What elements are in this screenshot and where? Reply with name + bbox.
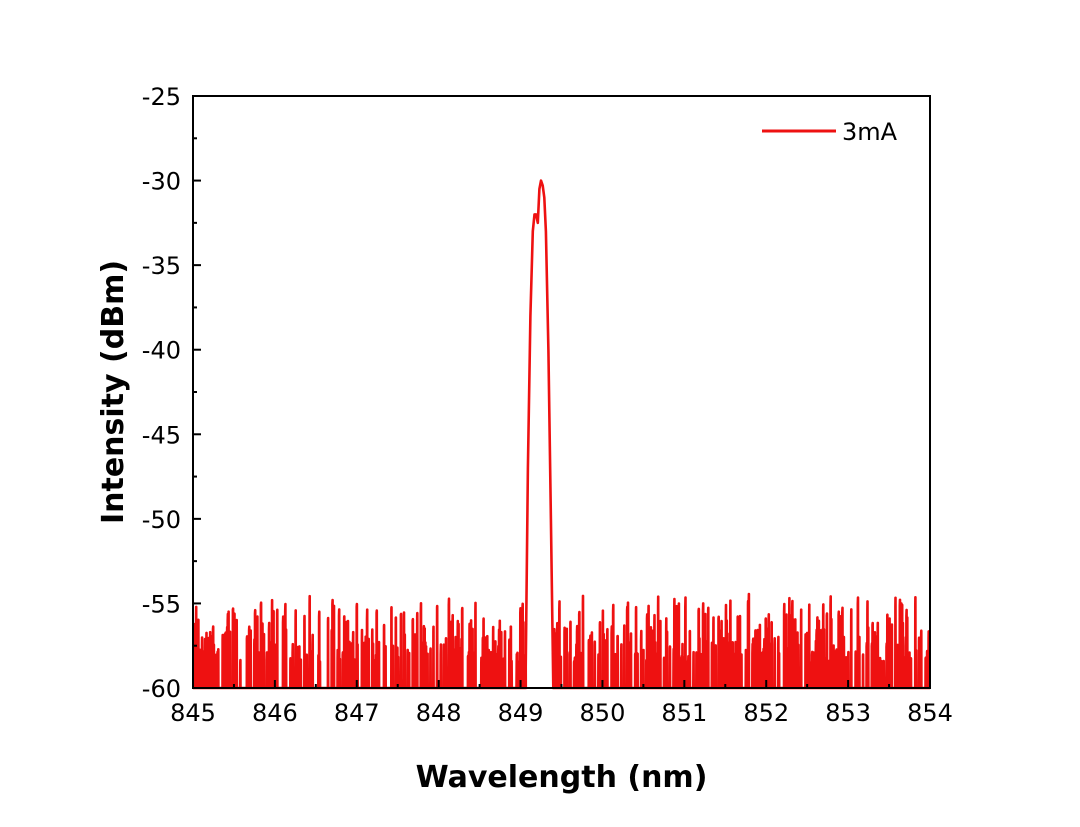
y-tick-label: -55 [142,590,181,618]
series-layer [192,179,932,690]
x-tick-label: 852 [743,699,789,727]
y-tick-label: -30 [142,168,181,196]
y-axis-title: Intensity (dBm) [96,260,131,524]
x-tick-label: 845 [170,699,216,727]
x-tick-label: 849 [498,699,544,727]
axes-layer: 845 846 847 848 849 850 851 852 853 854 -60 -55 -50 -… [142,83,953,727]
x-axis-title: Wavelength (nm) [416,760,708,795]
x-tick-label: 847 [334,699,380,727]
y-tick-label: -60 [142,675,181,703]
series-line-3ma [192,179,932,690]
x-tick-label: 850 [580,699,626,727]
y-tick-label: -45 [142,421,181,449]
x-tick-label: 851 [661,699,707,727]
x-tick-label: 853 [825,699,871,727]
x-tick-label: 854 [907,699,953,727]
x-tick-label: 846 [252,699,298,727]
legend: 3mA [762,118,898,146]
y-tick-label: -35 [142,252,181,280]
y-tick-label: -50 [142,506,181,534]
x-tick-label: 848 [416,699,462,727]
y-tick-label: -25 [142,83,181,111]
plot-frame [192,95,931,689]
y-tick-label: -40 [142,337,181,365]
legend-label: 3mA [842,118,898,146]
